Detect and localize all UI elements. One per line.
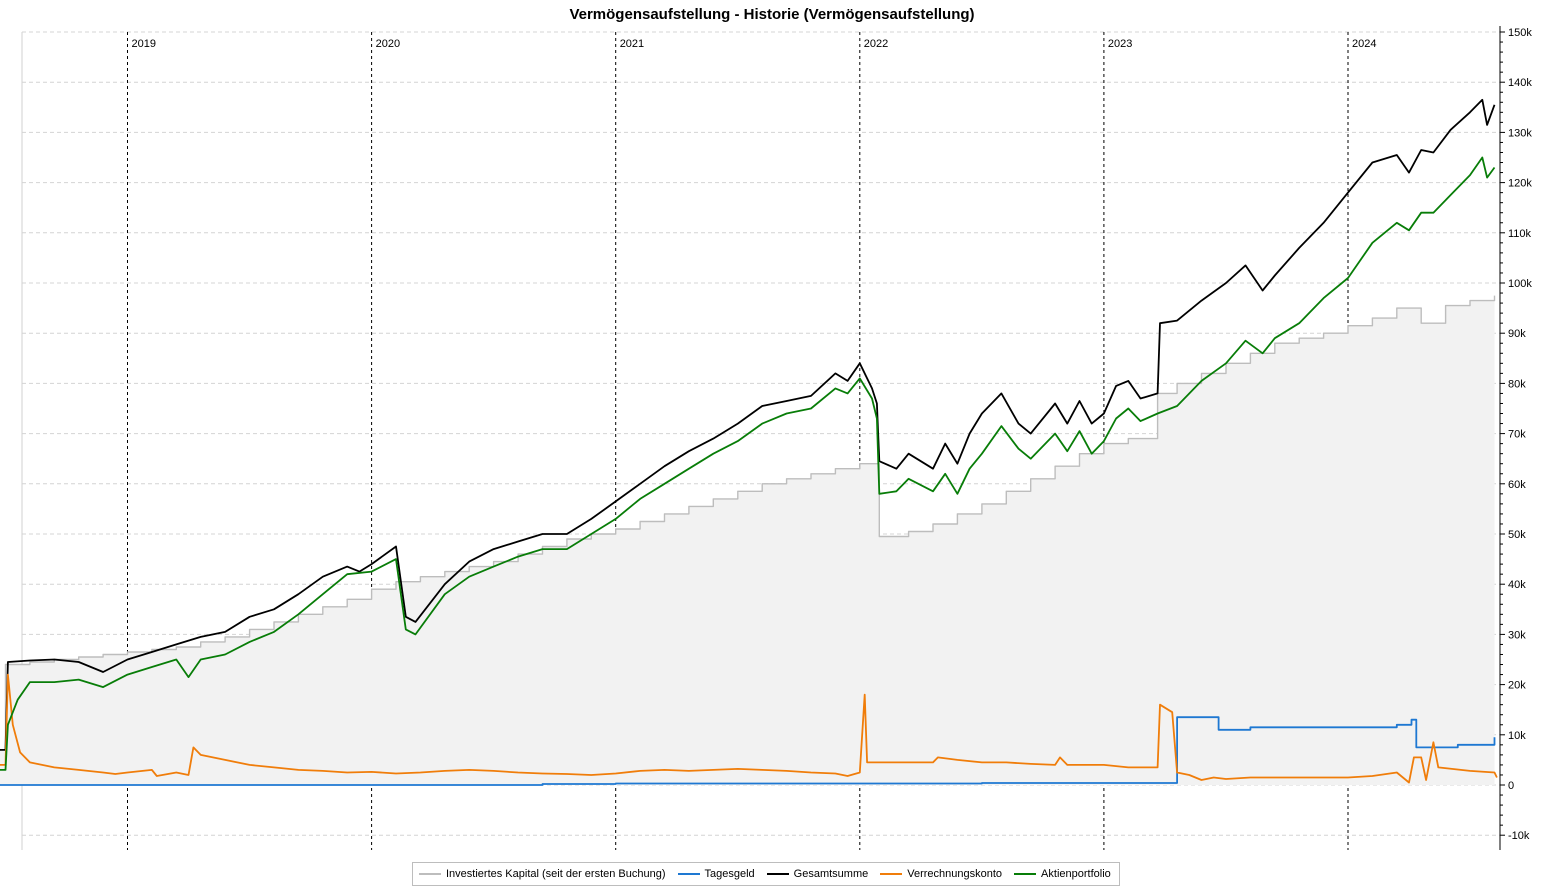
y-tick-label: 50k — [1508, 529, 1526, 541]
series-line-aktienportfolio — [0, 156, 1496, 771]
series-line-verrechnungskonto — [0, 673, 1498, 784]
y-tick-label: 20k — [1508, 680, 1526, 692]
x-tick-label: 2021 — [620, 38, 644, 50]
legend-item: Tagesgeld — [677, 868, 755, 880]
x-tick-label: 2023 — [1108, 38, 1132, 50]
y-tick-label: 90k — [1508, 328, 1526, 340]
legend-swatch — [677, 873, 700, 875]
series-line-gesamtsumme — [0, 98, 1496, 751]
y-tick-label: 140k — [1508, 77, 1532, 89]
y-tick-label: 60k — [1508, 479, 1526, 491]
y-tick-label: 30k — [1508, 629, 1526, 641]
legend: Investiertes Kapital (seit der ersten Bu… — [412, 862, 1120, 886]
y-tick-label: 150k — [1508, 27, 1532, 39]
legend-label: Gesamtsumme — [793, 868, 869, 880]
y-tick-label: 120k — [1508, 178, 1532, 190]
legend-item: Verrechnungskonto — [880, 868, 1002, 880]
x-axis-ticks: 2019 2020 2021 2022 2023 2024 — [132, 38, 1377, 50]
y-tick-label: 130k — [1508, 127, 1532, 139]
fill-layer — [0, 295, 1495, 785]
series-line-tagesgeld — [0, 716, 1496, 786]
x-tick-label: 2020 — [376, 38, 400, 50]
series-line-investiertes-kapital-seit-der-ersten-buchung — [0, 295, 1496, 751]
x-tick-label: 2022 — [864, 38, 888, 50]
y-tick-label: 70k — [1508, 429, 1526, 441]
legend-item: Gesamtsumme — [766, 868, 869, 880]
y-tick-label: 110k — [1508, 228, 1532, 240]
y-tick-label: 80k — [1508, 378, 1526, 390]
y-tick-label: 10k — [1508, 730, 1526, 742]
legend-swatch — [880, 873, 903, 875]
legend-swatch — [419, 873, 441, 875]
y-axis: -10k 0 10k 20k 30k 40k 50k 60k 70k 80k 90k 100k 110k… — [1499, 26, 1532, 850]
legend-item: Aktienportfolio — [1014, 868, 1111, 880]
y-tick-label: 0 — [1508, 780, 1514, 792]
x-tick-label: 2019 — [132, 38, 156, 50]
legend-label: Tagesgeld — [704, 868, 755, 880]
x-tick-label: 2024 — [1352, 38, 1376, 50]
chart-title: Vermögensaufstellung - Historie (Vermöge… — [569, 6, 975, 23]
legend-label: Aktienportfolio — [1041, 868, 1111, 880]
y-tick-label: -10k — [1508, 830, 1530, 842]
series-area-investiertes-kapital-seit-der-ersten-buchung — [0, 295, 1495, 785]
legend-item: Investiertes Kapital (seit der ersten Bu… — [419, 868, 666, 880]
series-layer — [0, 98, 1498, 786]
legend-swatch — [766, 873, 789, 875]
legend-label: Investiertes Kapital (seit der ersten Bu… — [446, 868, 666, 880]
legend-label: Verrechnungskonto — [907, 868, 1003, 880]
y-tick-label: 40k — [1508, 579, 1526, 591]
y-tick-label: 100k — [1508, 278, 1532, 290]
legend-swatch — [1014, 873, 1037, 875]
